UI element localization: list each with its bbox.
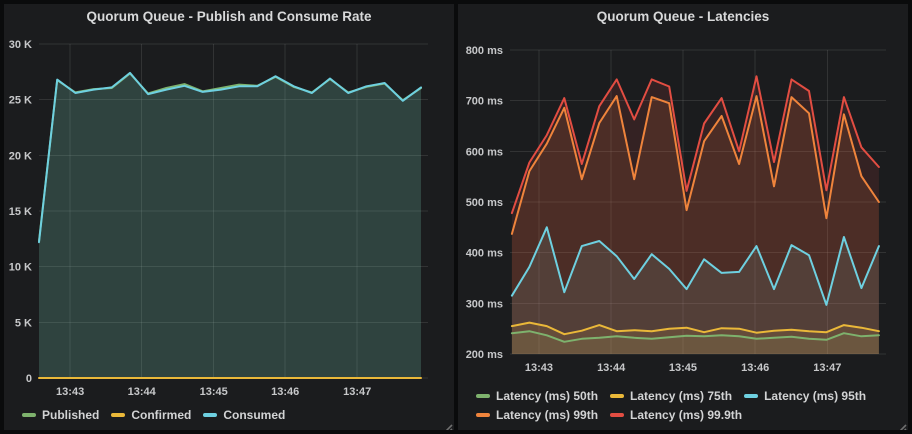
chart-legend: Latency (ms) 50th Latency (ms) 75th Latenc… bbox=[476, 389, 900, 422]
x-tick-label: 13:44 bbox=[128, 386, 157, 398]
x-tick-label: 13:47 bbox=[813, 362, 841, 374]
legend-label: Latency (ms) 99th bbox=[496, 408, 599, 422]
y-tick-label: 500 ms bbox=[466, 197, 503, 209]
chart-legend: Published Confirmed Consumed bbox=[22, 408, 446, 422]
y-tick-label: 15 K bbox=[9, 206, 32, 218]
y-tick-label: 400 ms bbox=[466, 248, 503, 260]
series-line-latency-ms-75th bbox=[510, 321, 880, 336]
legend-color-dash-icon bbox=[111, 413, 126, 417]
x-tick-label: 13:46 bbox=[741, 362, 769, 374]
y-tick-label: 700 ms bbox=[466, 96, 503, 108]
panel-latencies: Quorum Queue - Latencies 800 ms 700 ms 600… bbox=[458, 4, 908, 430]
latencies-chart[interactable]: 800 ms 700 ms 600 ms 500 ms 400 ms 300 ms 200 … bbox=[458, 4, 908, 430]
legend-label: Published bbox=[42, 408, 100, 422]
panel-resize-handle-icon[interactable] bbox=[443, 419, 453, 430]
y-tick-label: 30 K bbox=[9, 39, 32, 51]
legend-label: Confirmed bbox=[131, 408, 192, 422]
legend-item-latency-ms-95th[interactable]: Latency (ms) 95th bbox=[744, 389, 866, 403]
legend-color-dash-icon bbox=[22, 413, 36, 417]
legend-label: Latency (ms) 99.9th bbox=[630, 408, 743, 422]
series-line-latency-ms-99th bbox=[510, 95, 880, 235]
series-line-latency-ms-50th bbox=[510, 330, 880, 343]
legend-color-dash-icon bbox=[476, 413, 490, 417]
legend-item-latency-ms-99th[interactable]: Latency (ms) 99th bbox=[476, 408, 598, 422]
x-tick-label: 13:45 bbox=[669, 362, 697, 374]
y-tick-label: 25 K bbox=[9, 95, 32, 107]
panel-title[interactable]: Quorum Queue - Publish and Consume Rate bbox=[86, 9, 372, 24]
legend-item-latency-ms-99-9th[interactable]: Latency (ms) 99.9th bbox=[610, 408, 742, 422]
series-fill-consumed bbox=[39, 72, 421, 379]
x-tick-label: 13:44 bbox=[597, 362, 626, 374]
legend-label: Latency (ms) 95th bbox=[764, 389, 867, 403]
x-tick-label: 13:45 bbox=[200, 386, 228, 398]
y-tick-label: 800 ms bbox=[466, 45, 503, 57]
legend-label: Consumed bbox=[223, 408, 286, 422]
y-tick-label: 300 ms bbox=[466, 298, 503, 310]
series-fill-latency-ms-99-9th bbox=[511, 76, 879, 355]
y-tick-label: 20 K bbox=[9, 150, 32, 162]
legend-item-consumed[interactable]: Consumed bbox=[203, 408, 285, 422]
legend-color-dash-icon bbox=[610, 394, 625, 398]
series-line-latency-ms-95th bbox=[510, 226, 880, 306]
y-tick-label: 600 ms bbox=[466, 146, 503, 158]
y-tick-label: 200 ms bbox=[466, 349, 503, 361]
x-tick-label: 13:46 bbox=[271, 386, 299, 398]
legend-color-dash-icon bbox=[476, 394, 490, 398]
panel-resize-handle-icon[interactable] bbox=[897, 419, 907, 430]
series-line-latency-ms-99-9th bbox=[510, 75, 880, 215]
series-fill-latency-ms-95th bbox=[511, 227, 879, 354]
legend-item-confirmed[interactable]: Confirmed bbox=[111, 408, 191, 422]
legend-item-latency-ms-75th[interactable]: Latency (ms) 75th bbox=[610, 389, 732, 403]
x-tick-label: 13:43 bbox=[525, 362, 553, 374]
legend-label: Latency (ms) 50th bbox=[496, 389, 599, 403]
y-tick-label: 10 K bbox=[9, 262, 32, 274]
publish-consume-rate-chart[interactable]: 30 K 25 K 20 K 15 K 10 K 5 K 0 13:43 13:44 13:45 1… bbox=[4, 4, 454, 430]
y-tick-label: 0 bbox=[26, 373, 32, 385]
series-line-consumed bbox=[38, 71, 422, 244]
panel-title[interactable]: Quorum Queue - Latencies bbox=[596, 9, 770, 24]
legend-color-dash-icon bbox=[610, 413, 625, 417]
series-fill-latency-ms-50th bbox=[511, 331, 879, 354]
y-tick-label: 5 K bbox=[15, 317, 32, 329]
panel-publish-consume-rate: Quorum Queue - Publish and Consume Rate … bbox=[4, 4, 454, 430]
x-tick-label: 13:43 bbox=[56, 386, 84, 398]
x-tick-label: 13:47 bbox=[343, 386, 371, 398]
legend-label: Latency (ms) 75th bbox=[630, 389, 733, 403]
legend-color-dash-icon bbox=[203, 413, 218, 417]
legend-item-latency-ms-50th[interactable]: Latency (ms) 50th bbox=[476, 389, 598, 403]
series-fill-latency-ms-99th bbox=[511, 96, 879, 354]
series-fill-published bbox=[39, 73, 421, 378]
legend-item-published[interactable]: Published bbox=[22, 408, 99, 422]
legend-color-dash-icon bbox=[744, 394, 759, 398]
